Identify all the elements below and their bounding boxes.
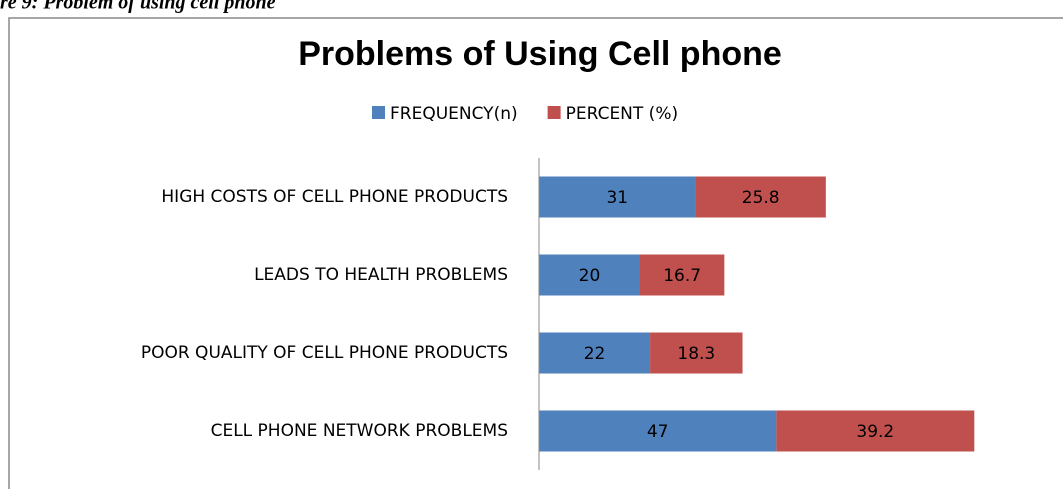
bar-segment bbox=[539, 254, 640, 296]
legend-label: PERCENT (%) bbox=[566, 104, 679, 124]
y-tick-label: POOR QUALITY OF CELL PHONE PRODUCTS bbox=[141, 343, 508, 363]
y-tick-label: LEADS TO HEALTH PROBLEMS bbox=[254, 265, 508, 285]
legend-swatch bbox=[372, 106, 385, 119]
figure-caption: re 9: Problem of using cell phone bbox=[0, 0, 276, 14]
data-label: 39.2 bbox=[856, 422, 894, 442]
data-label: 47 bbox=[647, 422, 669, 442]
bar-segment bbox=[695, 176, 826, 218]
data-label: 22 bbox=[584, 344, 606, 364]
bar-segment bbox=[539, 332, 651, 374]
y-tick-label: HIGH COSTS OF CELL PHONE PRODUCTS bbox=[161, 187, 508, 207]
legend-swatch bbox=[547, 106, 561, 119]
data-label: 20 bbox=[579, 266, 601, 286]
bar-segment bbox=[640, 254, 725, 296]
bar-segment bbox=[650, 332, 743, 374]
chart-border bbox=[8, 17, 1063, 489]
bar-segment bbox=[539, 176, 696, 218]
data-label: 18.3 bbox=[677, 344, 715, 364]
y-tick-label: CELL PHONE NETWORK PROBLEMS bbox=[211, 421, 508, 441]
data-label: 31 bbox=[606, 188, 628, 208]
data-label: 16.7 bbox=[663, 266, 701, 286]
bar-segment bbox=[776, 410, 975, 452]
chart-title: Problems of Using Cell phone bbox=[298, 35, 782, 73]
bar-segment bbox=[539, 410, 777, 452]
legend-label: FREQUENCY(n) bbox=[390, 104, 518, 124]
data-label: 25.8 bbox=[742, 188, 780, 208]
